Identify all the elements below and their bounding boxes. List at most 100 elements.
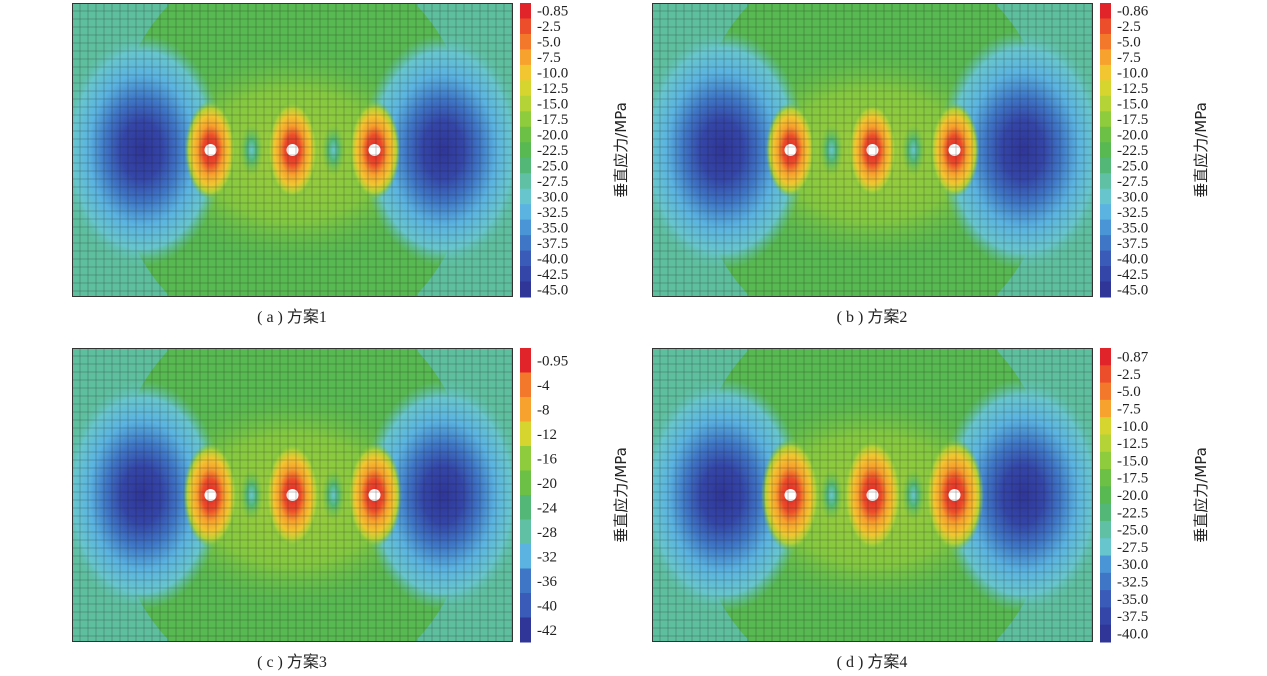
panel-b: -0.86 -2.5 -5.0 -7.5 -10.0 -12.5 -15.0 -17.5 -20… — [620, 0, 1220, 330]
colorbar-swatch — [520, 64, 531, 81]
colorbar-swatch — [520, 470, 531, 496]
colorbar-swatch — [1100, 64, 1111, 81]
colorbar-tick: -32 — [537, 549, 557, 565]
colorbar-swatch — [1100, 173, 1111, 190]
colorbar-tick: -0.85 — [537, 4, 568, 20]
borehole-1 — [784, 144, 797, 156]
colorbar-swatch — [1100, 95, 1111, 112]
colorbar-tick: -16 — [537, 451, 557, 467]
colorbar-tick: -12.5 — [1117, 81, 1148, 97]
plot-b — [652, 3, 1093, 297]
colorbar-label: 垂直应力/MPa — [612, 102, 630, 198]
colorbar-tick: -10.0 — [1117, 66, 1148, 82]
colorbar-swatch — [520, 33, 531, 50]
caption-a: ( a ) 方案1 — [257, 309, 327, 326]
colorbar-swatch — [1100, 399, 1111, 418]
colorbar-tick: -20.0 — [1117, 128, 1148, 144]
colorbar-tick: -35.0 — [1117, 220, 1148, 236]
colorbar-swatch — [520, 49, 531, 66]
colorbar-tick: -10.0 — [537, 66, 568, 82]
colorbar-tick: -7.5 — [537, 50, 561, 66]
caption-d: ( d ) 方案4 — [836, 654, 908, 671]
colorbar-tick: -35.0 — [1117, 592, 1148, 608]
mid-zone-2 — [321, 469, 346, 521]
compression-zone-right — [938, 30, 1093, 270]
plot-d — [652, 348, 1093, 642]
colorbar-swatch — [1100, 142, 1111, 159]
colorbar-tick: -36 — [537, 574, 557, 590]
compression-zone-left — [72, 33, 224, 267]
colorbar-tick: -30.0 — [1117, 557, 1148, 573]
mid-zone-2 — [901, 469, 926, 521]
colorbar-swatch — [1100, 434, 1111, 453]
borehole-3 — [368, 489, 381, 501]
colorbar-tick: -27.5 — [1117, 540, 1148, 556]
plot-border — [72, 3, 513, 297]
borehole-1 — [204, 489, 217, 501]
colorbar-swatch — [1100, 555, 1111, 574]
compression-zone-right — [940, 377, 1093, 613]
colorbar-swatch — [1100, 204, 1111, 221]
colorbar-swatch — [520, 173, 531, 190]
caption-b: ( b ) 方案2 — [836, 309, 908, 326]
colorbar-tick: -7.5 — [1117, 50, 1141, 66]
mid-zone-1 — [819, 469, 844, 521]
mesh-grid — [652, 348, 1093, 642]
colorbar-swatch — [1100, 572, 1111, 591]
colorbar-tick: -40.0 — [1117, 626, 1148, 642]
colorbar-tick: -25.0 — [1117, 523, 1148, 539]
colorbar-tick: -12.5 — [1117, 436, 1148, 452]
colorbar-tick: -10.0 — [1117, 419, 1148, 435]
colorbar-swatch — [1100, 281, 1111, 298]
borehole-2 — [866, 144, 879, 156]
colorbar-swatch — [520, 519, 531, 545]
colorbar-tick: -40.0 — [537, 251, 568, 267]
mid-zone-2 — [901, 124, 926, 176]
colorbar-tick: -0.86 — [1117, 4, 1149, 20]
colorbar-tick: -45.0 — [1117, 282, 1148, 298]
compression-zone-right — [362, 380, 513, 610]
colorbar-tick: -22.5 — [1117, 505, 1148, 521]
colorbar-tick: -7.5 — [1117, 402, 1141, 418]
colorbar-tick: -24 — [537, 500, 557, 516]
mid-zone-1 — [819, 124, 844, 176]
colorbar-label: 垂直应力/MPa — [1192, 447, 1210, 543]
mesh-grid — [652, 3, 1093, 297]
mid-zone-1 — [239, 469, 264, 521]
colorbar-swatch — [520, 281, 531, 298]
plot-border — [652, 3, 1093, 297]
plot-c — [72, 348, 513, 642]
colorbar-tick: -17.5 — [1117, 112, 1148, 128]
colorbar-tick: -37.5 — [1117, 609, 1148, 625]
colorbar-swatch — [1100, 250, 1111, 267]
colorbar-label: 垂直应力/MPa — [612, 447, 630, 543]
colorbar-swatch — [520, 95, 531, 112]
colorbar-swatch — [520, 157, 531, 174]
colorbar-tick: -22.5 — [1117, 143, 1148, 159]
colorbar-tick: -25.0 — [537, 158, 568, 174]
colorbar-tick: -27.5 — [1117, 174, 1148, 190]
colorbar-swatch — [520, 3, 531, 19]
compression-zone-left — [652, 377, 805, 613]
colorbar-tick: -17.5 — [1117, 471, 1148, 487]
borehole-3 — [368, 144, 381, 156]
colorbar-tick: -20 — [537, 476, 557, 492]
colorbar-swatch — [1100, 188, 1111, 205]
colorbar-swatch — [1100, 469, 1111, 487]
colorbar-swatch — [520, 446, 531, 471]
colorbar-tick: -0.95 — [537, 353, 568, 369]
colorbar-tick: -8 — [537, 402, 550, 418]
borehole-2 — [286, 144, 299, 156]
colorbar-swatch — [520, 235, 531, 252]
colorbar-swatch — [520, 188, 531, 205]
colorbar-swatch — [520, 266, 531, 283]
colorbar-tick: -35.0 — [537, 220, 568, 236]
colorbar-tick: -30.0 — [537, 189, 568, 205]
colorbar-tick: -45.0 — [537, 282, 568, 298]
colorbar-tick: -42.5 — [537, 267, 568, 283]
borehole-2 — [866, 489, 879, 501]
colorbar-swatch — [520, 250, 531, 267]
borehole-3 — [948, 144, 961, 156]
colorbar-swatch — [1100, 624, 1111, 643]
colorbar-swatch — [1100, 49, 1111, 66]
